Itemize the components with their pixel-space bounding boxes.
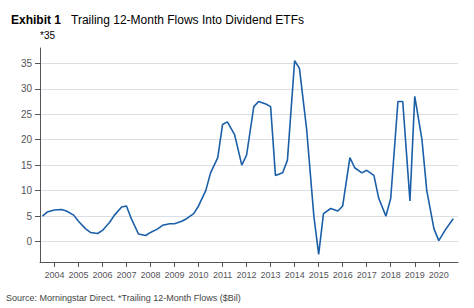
svg-text:25: 25 xyxy=(21,109,33,120)
svg-text:35: 35 xyxy=(21,58,33,69)
svg-text:0: 0 xyxy=(26,236,32,247)
svg-text:2017: 2017 xyxy=(357,270,377,280)
svg-text:30: 30 xyxy=(21,83,33,94)
svg-text:15: 15 xyxy=(21,160,33,171)
svg-text:2016: 2016 xyxy=(333,270,353,280)
svg-text:2014: 2014 xyxy=(285,270,305,280)
svg-text:2005: 2005 xyxy=(68,270,88,280)
svg-text:5: 5 xyxy=(26,211,32,222)
svg-text:10: 10 xyxy=(21,185,33,196)
svg-text:2020: 2020 xyxy=(429,270,449,280)
svg-text:20: 20 xyxy=(21,134,33,145)
svg-text:2006: 2006 xyxy=(92,270,112,280)
svg-text:2015: 2015 xyxy=(309,270,329,280)
svg-text:2011: 2011 xyxy=(213,270,232,280)
svg-text:2007: 2007 xyxy=(116,270,136,280)
svg-text:2010: 2010 xyxy=(189,270,209,280)
svg-text:2004: 2004 xyxy=(44,270,64,280)
svg-text:Source: Morningstar Direct. *T: Source: Morningstar Direct. *Trailing 12… xyxy=(6,293,241,303)
svg-text:Exhibit 1: Exhibit 1 xyxy=(11,13,61,27)
svg-text:2018: 2018 xyxy=(381,270,401,280)
svg-text:2019: 2019 xyxy=(405,270,425,280)
svg-text:*35: *35 xyxy=(40,30,55,41)
svg-text:2009: 2009 xyxy=(165,270,185,280)
svg-text:Trailing 12-Month Flows Into D: Trailing 12-Month Flows Into Dividend ET… xyxy=(71,13,304,27)
svg-text:2013: 2013 xyxy=(261,270,281,280)
svg-text:2008: 2008 xyxy=(140,270,160,280)
svg-text:2012: 2012 xyxy=(237,270,257,280)
